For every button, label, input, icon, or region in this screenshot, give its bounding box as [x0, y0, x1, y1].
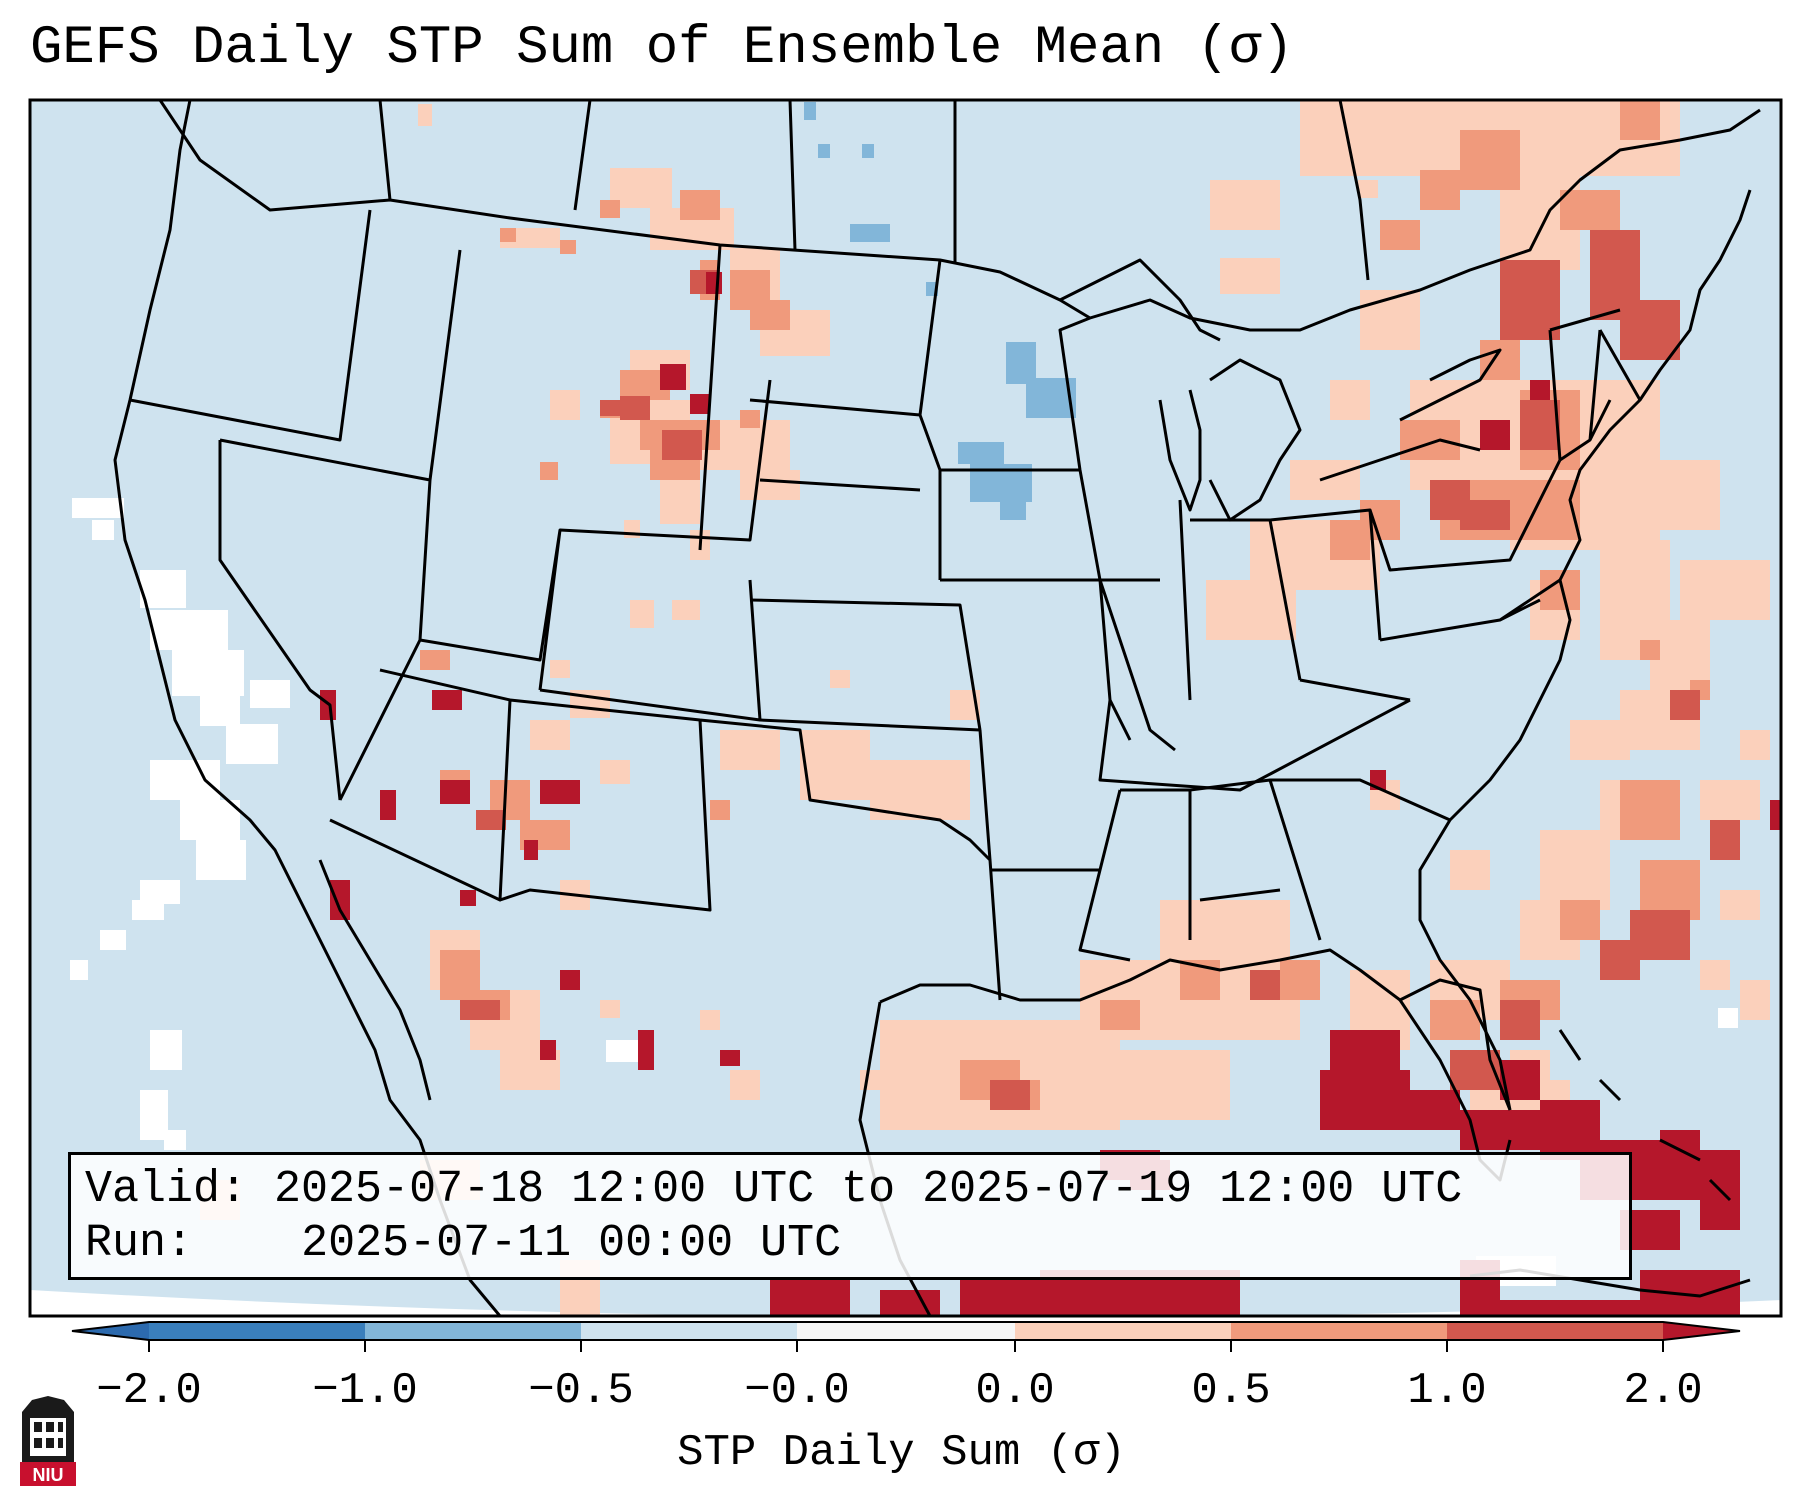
- colorbar-tick-label: −0.0: [744, 1366, 850, 1416]
- map-panel: [28, 98, 1783, 1318]
- valid-run-info-box: Valid: 2025-07-18 12:00 UTC to 2025-07-1…: [68, 1152, 1632, 1280]
- colorbar-segment-3: [581, 1322, 797, 1340]
- colorbar-segment-7: [1447, 1322, 1663, 1340]
- colorbar-tick-marks: [148, 1340, 1664, 1352]
- near-zero-cells: [70, 498, 1738, 1286]
- run-time: 2025-07-11 00:00 UTC: [301, 1218, 842, 1269]
- colorbar-segment-4: [797, 1322, 1015, 1340]
- colorbar-tick-label: 1.0: [1407, 1366, 1487, 1416]
- us-canada-border: [158, 100, 1761, 332]
- bahamas: [1558, 1029, 1732, 1202]
- canada-provinces: [378, 100, 1370, 281]
- colorbar-segment-5: [1015, 1322, 1231, 1340]
- map-boundaries: [113, 100, 1761, 1316]
- atlantic-coast: [1418, 189, 1752, 1111]
- colorbar-tick-label: 2.0: [1623, 1366, 1703, 1416]
- colorbar-extend-low: [72, 1322, 149, 1340]
- map-frame: [28, 98, 1783, 1318]
- valid-label: Valid:: [85, 1164, 248, 1215]
- run-label: Run:: [85, 1218, 194, 1269]
- baja-coast: [318, 859, 432, 1101]
- valid-time-range: 2025-07-18 12:00 UTC to 2025-07-19 12:00…: [274, 1164, 1463, 1215]
- great-lakes: [1059, 258, 1502, 522]
- niu-logo-icon: NIU: [20, 1396, 76, 1486]
- projection-edge: [30, 1290, 1781, 1316]
- negative-cells: [804, 102, 1076, 520]
- map-title: GEFS Daily STP Sum of Ensemble Mean (σ): [30, 18, 1294, 79]
- state-lines-midwest: [940, 316, 1411, 792]
- colorbar-tick-label: −0.5: [528, 1366, 634, 1416]
- state-lines-northeast: [1368, 308, 1642, 642]
- colorbar: [71, 1321, 1741, 1352]
- colorbar-segment-1: [149, 1322, 365, 1340]
- colorbar-title: STP Daily Sum (σ): [677, 1428, 1126, 1478]
- colorbar-tick-label: 0.5: [1191, 1366, 1271, 1416]
- west-coast: [113, 100, 502, 1316]
- logo-text: NIU: [33, 1465, 64, 1485]
- colorbar-tick-label: −2.0: [96, 1366, 202, 1416]
- colorbar-tick-label: 0.0: [975, 1366, 1055, 1416]
- colorbar-segment-6: [1231, 1322, 1447, 1340]
- state-lines-south: [990, 678, 1451, 962]
- state-lines-west: [129, 209, 772, 801]
- high-positive-cells: [442, 230, 1740, 1110]
- colorbar-tick-label: −1.0: [312, 1366, 418, 1416]
- colorbar-extend-high: [1663, 1322, 1740, 1340]
- colorbar-segment-2: [365, 1322, 581, 1340]
